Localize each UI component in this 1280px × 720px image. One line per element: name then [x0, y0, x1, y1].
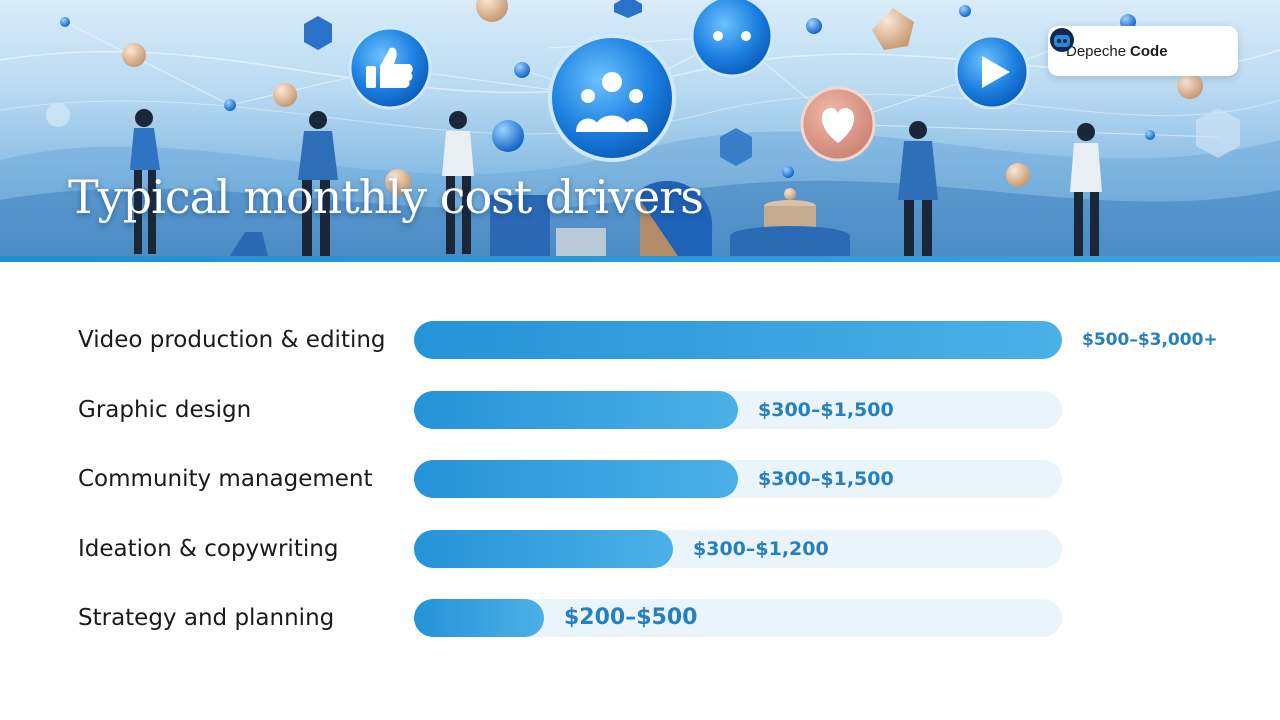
- category-label: Video production & editing: [78, 327, 386, 353]
- robot-logo-icon: [1050, 28, 1074, 52]
- bar-track: [414, 599, 1062, 637]
- page-title: Typical monthly cost drivers: [68, 170, 704, 224]
- bar-row: Video production & editing $500–$3,000+: [0, 320, 1280, 360]
- brand-logo: Depeche Code: [1048, 26, 1238, 76]
- value-label: $200–$500: [564, 605, 698, 630]
- bar: [414, 529, 673, 568]
- banner-illustration: [0, 0, 1280, 256]
- bar: [414, 460, 738, 498]
- category-label: Graphic design: [78, 396, 252, 423]
- cost-drivers-chart: Video production & editing $500–$3,000+ Gr…: [0, 262, 1280, 720]
- bar-row: Community management $300–$1,500: [0, 459, 1280, 499]
- value-label: $500–$3,000+: [1082, 330, 1218, 350]
- brand-name: Depeche Code: [1066, 42, 1168, 60]
- bar: [414, 599, 544, 637]
- bar-row: Graphic design $300–$1,500: [0, 390, 1280, 430]
- value-label: $300–$1,500: [758, 468, 894, 490]
- bar-row: Strategy and planning $200–$500: [0, 598, 1280, 638]
- bar: [414, 390, 738, 429]
- header-banner: Typical monthly cost drivers Depeche Code: [0, 0, 1280, 256]
- bar: [414, 321, 1062, 359]
- bar-track: [414, 529, 1062, 568]
- category-label: Community management: [78, 466, 373, 492]
- category-label: Ideation & copywriting: [78, 535, 339, 562]
- bar-track: [414, 460, 1062, 498]
- banner-divider: [0, 256, 1280, 262]
- bar-row: Ideation & copywriting $300–$1,200: [0, 529, 1280, 569]
- bar-track: [414, 321, 1062, 359]
- value-label: $300–$1,200: [693, 537, 829, 560]
- bar-track: [414, 390, 1062, 429]
- category-label: Strategy and planning: [78, 605, 335, 631]
- value-label: $300–$1,500: [758, 398, 894, 421]
